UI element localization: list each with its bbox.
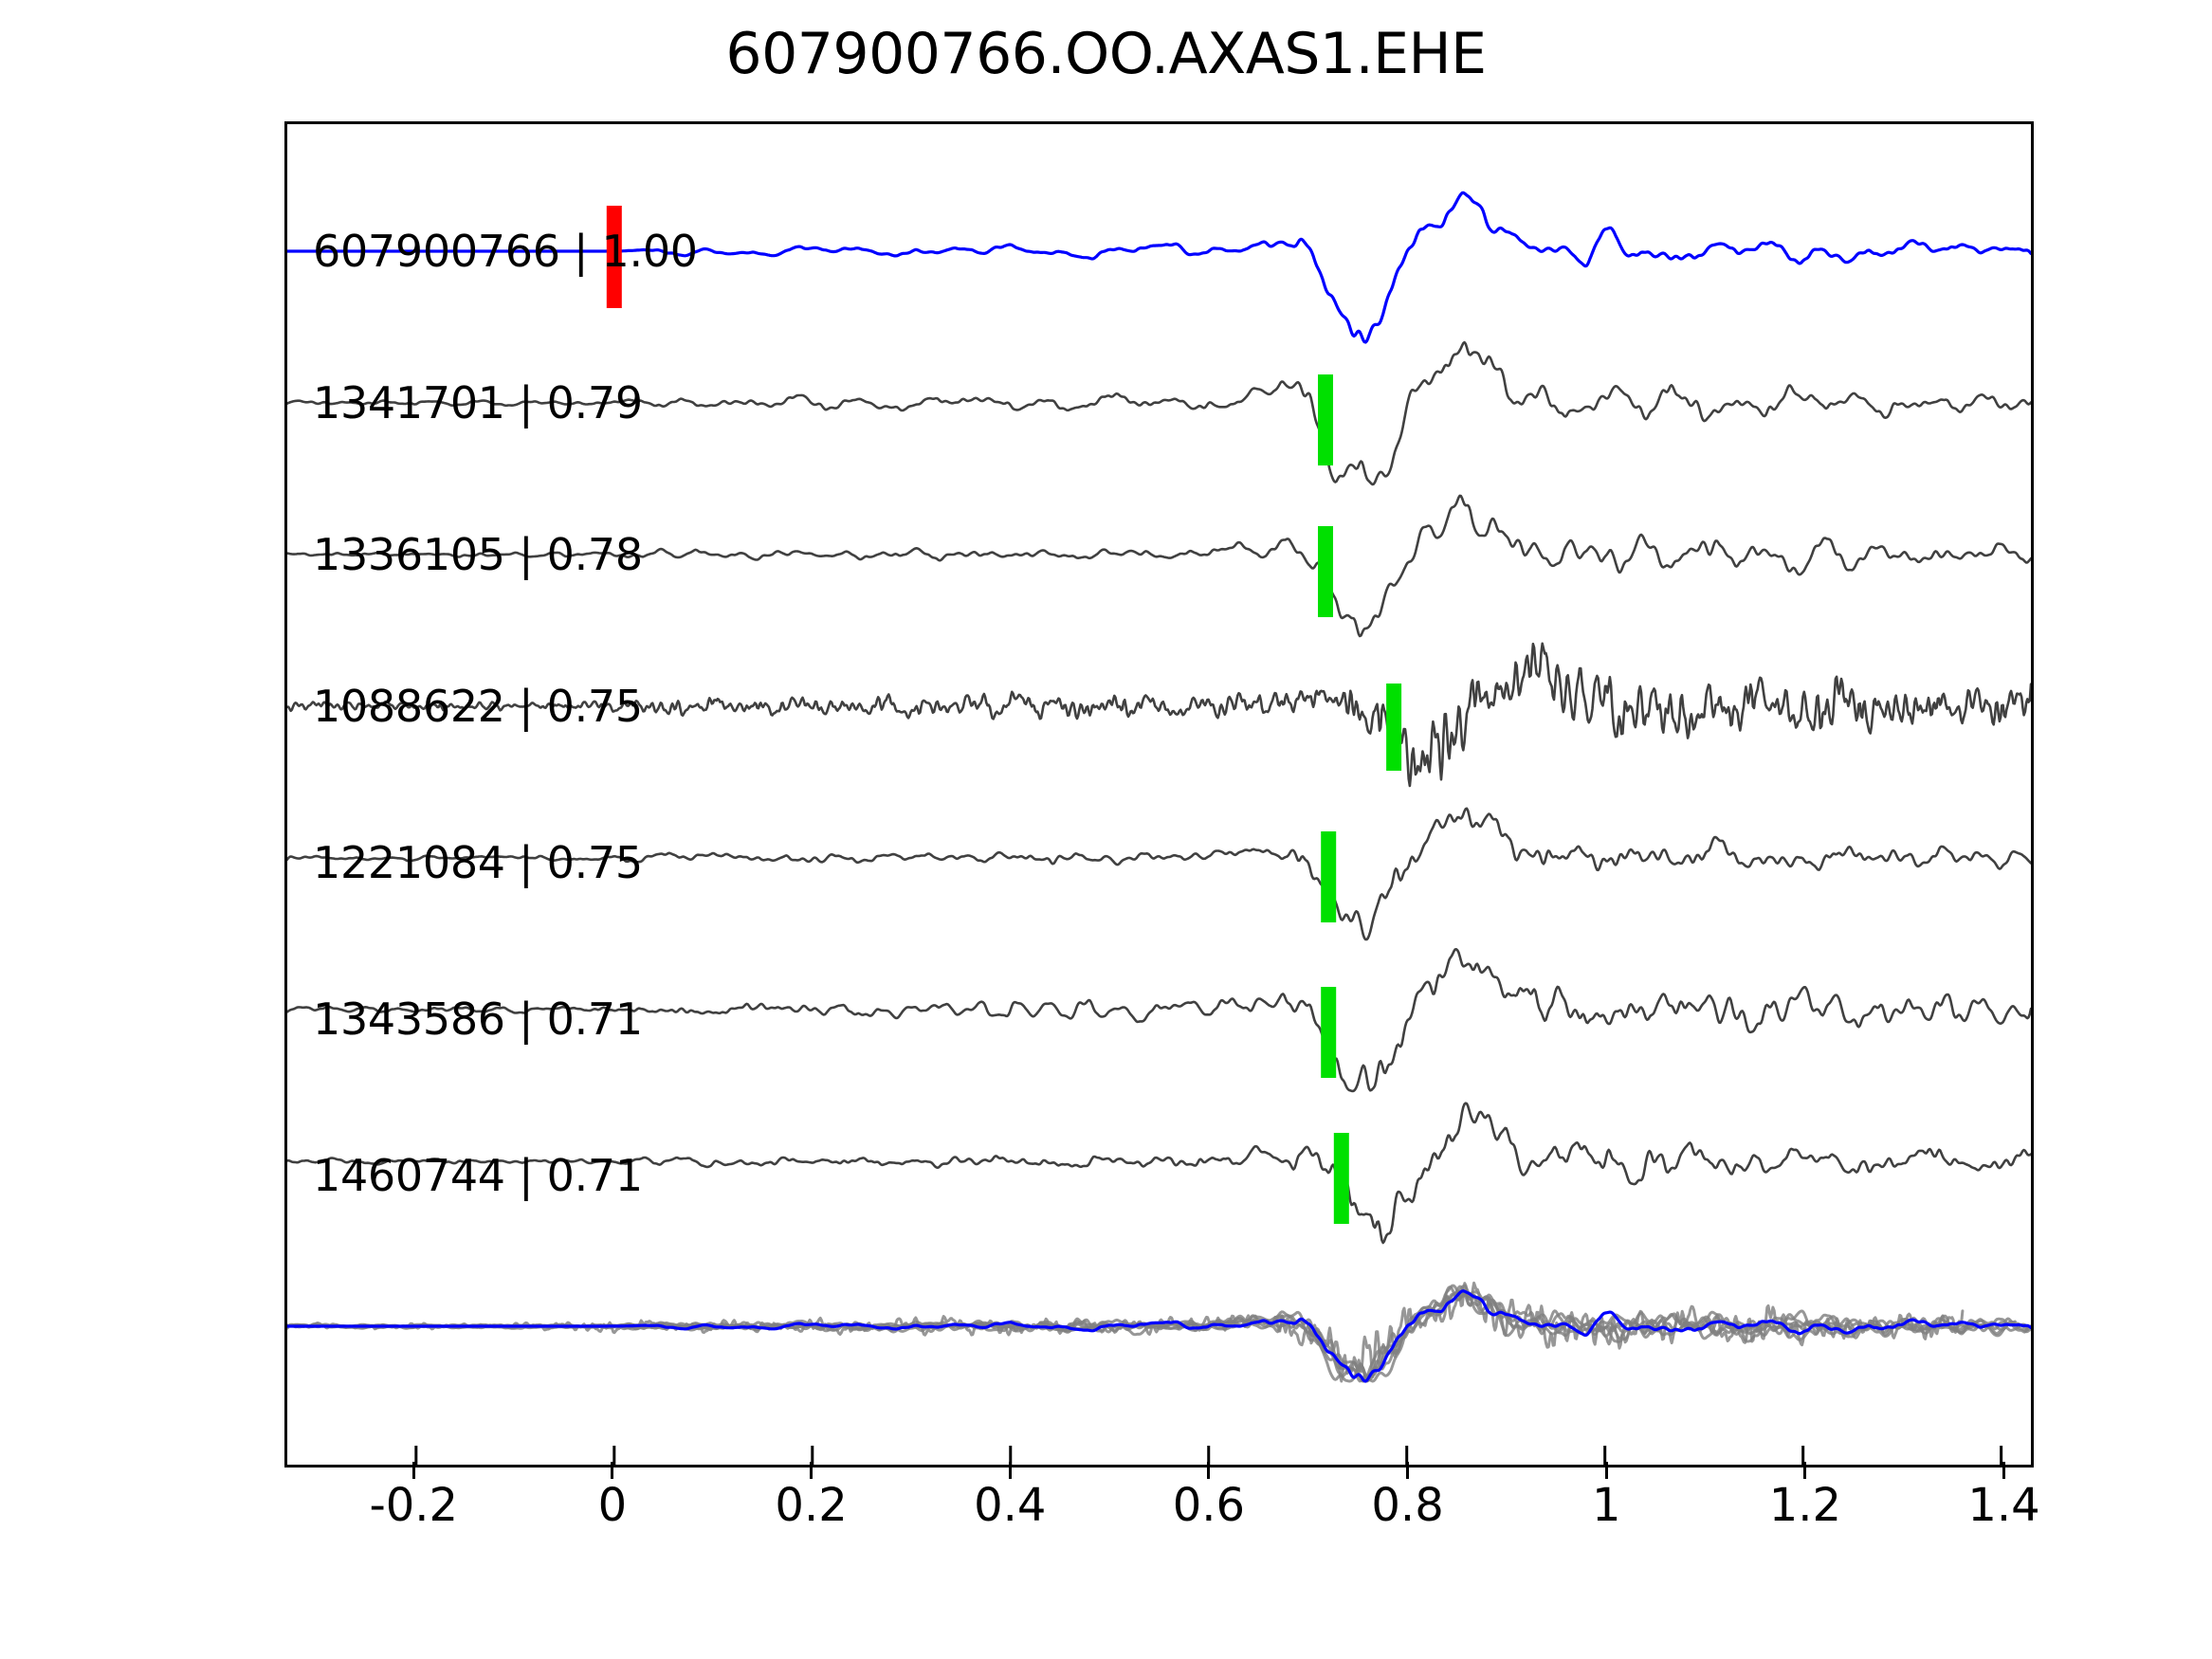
trace-row-1341701 <box>287 340 2031 486</box>
trace-label-1221084: 1221084 | 0.75 <box>313 837 643 888</box>
x-tick-label: 0.8 <box>1371 1479 1444 1532</box>
trace-label-1343586: 1343586 | 0.71 <box>313 994 643 1045</box>
x-tick-label: 0 <box>597 1479 628 1532</box>
trace-label-1336105: 1336105 | 0.78 <box>313 529 643 580</box>
trace-row-1460744 <box>287 1102 2031 1245</box>
x-axis-tick-labels: -0.2 0 0.2 0.4 0.6 0.8 1 1.2 1.4 <box>284 1462 2040 1555</box>
x-tick-mark <box>611 1462 614 1479</box>
x-tick-label: 0.4 <box>974 1479 1047 1532</box>
x-tick-mark <box>1406 1462 1410 1479</box>
x-tick-label: 0.6 <box>1172 1479 1246 1532</box>
trace-row-1343586 <box>287 948 2031 1093</box>
detection-pick-marker <box>1321 831 1337 922</box>
trace-label-1088622: 1088622 | 0.75 <box>313 681 643 732</box>
trace-row-607900766 <box>287 191 2031 344</box>
trace-row-1088622 <box>287 642 2031 788</box>
waveform-canvas <box>287 191 2031 1465</box>
trace-label-607900766: 607900766 | 1.00 <box>313 226 698 277</box>
trace-row-1221084 <box>287 807 2031 941</box>
detection-pick-marker <box>1321 987 1337 1078</box>
x-tick-label: 0.2 <box>775 1479 848 1532</box>
x-tick-mark <box>1008 1462 1012 1479</box>
waveform-line <box>287 1285 2017 1383</box>
detection-pick-marker <box>1386 684 1402 771</box>
page-title: 607900766.OO.AXAS1.EHE <box>725 21 1487 87</box>
trace-label-1341701: 1341701 | 0.79 <box>313 377 643 428</box>
waveform-line <box>287 807 2031 941</box>
x-tick-label: -0.2 <box>369 1479 459 1532</box>
detection-pick-marker <box>1318 526 1333 617</box>
x-tick-mark <box>2002 1462 2006 1479</box>
plot-area <box>284 121 2034 1468</box>
waveform-line <box>287 1284 2031 1383</box>
waveform-line <box>287 948 2031 1093</box>
x-tick-mark <box>1207 1462 1211 1479</box>
waveform-line <box>287 191 2031 344</box>
detection-pick-marker <box>1318 374 1333 465</box>
waveform-line <box>287 1285 2031 1383</box>
x-tick-mark <box>411 1462 415 1479</box>
x-tick-mark <box>810 1462 814 1479</box>
detection-pick-marker <box>1333 1133 1349 1224</box>
x-tick-mark <box>1604 1462 1608 1479</box>
waveform-line <box>287 1102 2031 1245</box>
waveform-line <box>287 1289 2031 1383</box>
x-tick-label: 1.4 <box>1967 1479 2040 1532</box>
x-tick-label: 1 <box>1591 1479 1621 1532</box>
x-tick-label: 1.2 <box>1768 1479 1842 1532</box>
waveform-line <box>287 642 2031 788</box>
reference-pick-marker <box>606 206 622 308</box>
trace-row-1336105 <box>287 494 2031 638</box>
x-tick-mark <box>1803 1462 1807 1479</box>
waveform-line <box>287 340 2031 486</box>
trace-label-1460744: 1460744 | 0.71 <box>313 1150 643 1201</box>
waveform-line <box>287 494 2031 638</box>
